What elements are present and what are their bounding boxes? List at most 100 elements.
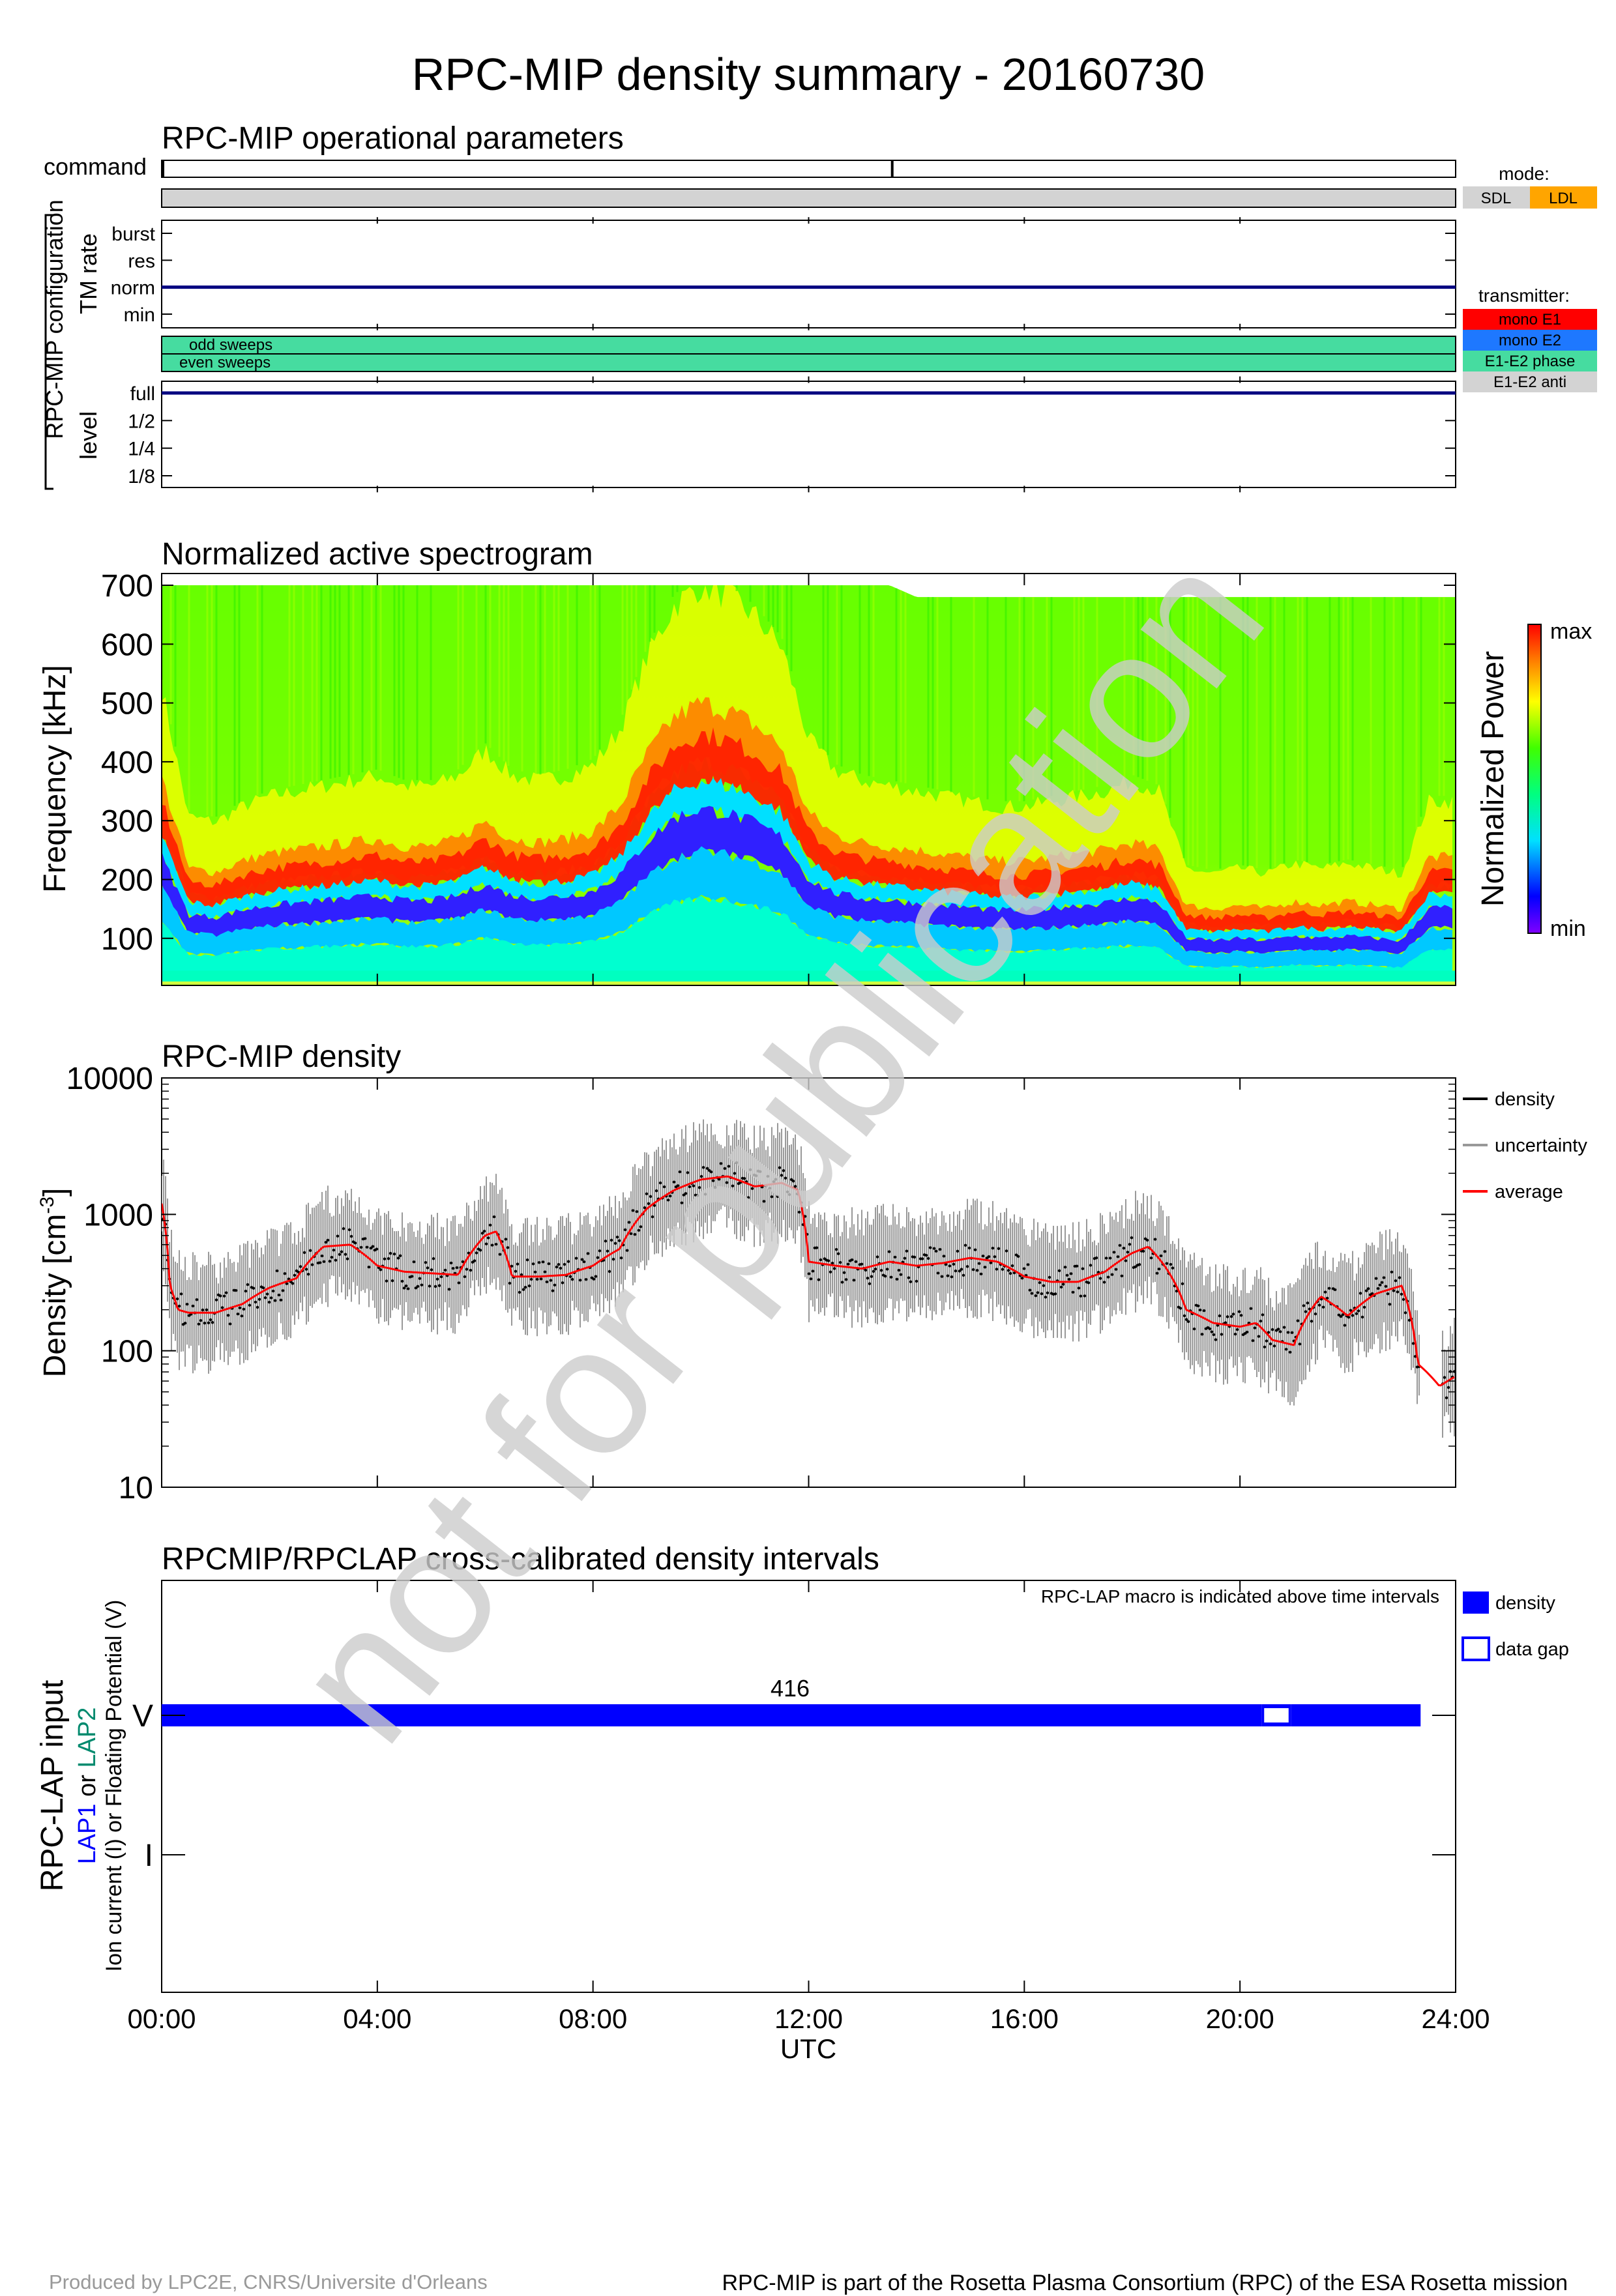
density-point: [328, 1260, 332, 1263]
density-point: [379, 1268, 383, 1272]
density-point: [1014, 1253, 1018, 1257]
density-point: [784, 1176, 787, 1180]
density-point: [1005, 1249, 1008, 1253]
density-point: [340, 1250, 344, 1253]
density-point: [236, 1312, 240, 1316]
crosscal-title: RPCMIP/RPCLAP cross-calibrated density i…: [162, 1542, 879, 1577]
density-point: [711, 1179, 715, 1182]
density-point: [654, 1189, 658, 1193]
density-point: [535, 1277, 539, 1281]
density-point: [1153, 1238, 1157, 1241]
density-point: [611, 1257, 615, 1261]
density-point: [705, 1167, 709, 1170]
density-point: [1253, 1326, 1257, 1330]
density-point: [1265, 1339, 1269, 1343]
density-point: [1053, 1292, 1057, 1296]
density-point: [531, 1262, 535, 1266]
density-point: [895, 1277, 899, 1281]
density-point: [610, 1238, 613, 1242]
density-point: [662, 1185, 666, 1189]
density-point: [948, 1264, 952, 1268]
density-point: [1390, 1270, 1394, 1273]
density-point: [308, 1249, 312, 1253]
tm-rate-levels: burst res norm min: [111, 217, 1456, 330]
density-point: [615, 1235, 619, 1239]
density-point: [1036, 1291, 1040, 1294]
density-point: [1038, 1281, 1042, 1285]
density-point: [1402, 1298, 1405, 1301]
density-point: [1134, 1265, 1138, 1268]
density-point: [604, 1240, 608, 1243]
density-point: [508, 1281, 512, 1285]
transmitter-legend-label: E1-E2 anti: [1493, 373, 1566, 391]
density-point: [780, 1174, 784, 1177]
density-point: [486, 1236, 490, 1240]
density-point: [1386, 1292, 1390, 1296]
density-point: [1186, 1320, 1190, 1324]
density-point: [1249, 1307, 1253, 1310]
crosscal-legend-swatch: [1463, 1591, 1489, 1614]
density-point: [1087, 1281, 1091, 1285]
density-point: [412, 1260, 416, 1264]
density-point: [338, 1253, 342, 1257]
time-axis-tick-label: 24:00: [1421, 2003, 1490, 2034]
time-axis-tick-label: 16:00: [990, 2003, 1059, 2034]
density-point: [954, 1269, 958, 1273]
density-point: [645, 1192, 649, 1195]
density-point: [369, 1246, 373, 1250]
density-point: [226, 1314, 230, 1317]
density-point: [1034, 1294, 1038, 1298]
density-point: [1192, 1327, 1196, 1331]
density-point: [762, 1200, 766, 1203]
density-point: [201, 1308, 205, 1312]
density-point: [1229, 1315, 1233, 1318]
density-point: [1165, 1262, 1169, 1265]
density-point: [1355, 1312, 1359, 1315]
density-point: [735, 1161, 739, 1165]
time-axis-labels: 00:00 04:00 08:00 12:00 16:00 20:00 24:00: [127, 2003, 1490, 2034]
density-point: [623, 1228, 627, 1232]
density-point: [1102, 1281, 1106, 1284]
density-point: [1016, 1255, 1020, 1258]
density-point: [371, 1245, 375, 1248]
density-point: [541, 1260, 545, 1264]
density-point: [1157, 1267, 1161, 1271]
density-point: [872, 1270, 875, 1273]
density-point: [1272, 1344, 1276, 1348]
density-point: [543, 1270, 547, 1273]
density-point: [1271, 1328, 1274, 1331]
sweep-even-label: even sweeps: [179, 354, 271, 371]
density-point: [586, 1252, 590, 1255]
density-point: [1118, 1243, 1122, 1247]
density-legend-label: uncertainty: [1495, 1135, 1587, 1156]
crosscal-frame: [161, 1580, 1456, 1993]
density-point: [608, 1270, 611, 1273]
density-point: [1124, 1259, 1128, 1262]
density-point: [1128, 1243, 1132, 1246]
density-point: [285, 1282, 289, 1285]
density-point: [874, 1268, 877, 1271]
density-point: [1304, 1310, 1308, 1313]
figure-title: RPC-MIP density summary - 20160730: [412, 49, 1205, 100]
density-point: [598, 1249, 602, 1253]
density-legend-label: density: [1495, 1089, 1555, 1110]
density-point: [516, 1262, 520, 1266]
density-point: [283, 1272, 287, 1275]
density-point: [776, 1195, 780, 1199]
density-point: [238, 1306, 242, 1310]
density-point: [950, 1275, 954, 1279]
density-point: [398, 1254, 402, 1258]
density-point: [281, 1289, 285, 1292]
density-point: [842, 1271, 846, 1274]
density-point: [692, 1184, 696, 1187]
density-point: [1396, 1290, 1400, 1294]
density-point: [815, 1246, 819, 1249]
density-point: [475, 1251, 478, 1255]
density-point: [252, 1286, 256, 1290]
density-point: [926, 1257, 930, 1260]
density-point: [1069, 1272, 1073, 1275]
density-point: [789, 1178, 793, 1182]
density-point: [537, 1261, 541, 1264]
density-point: [582, 1260, 586, 1264]
density-point: [191, 1304, 195, 1308]
